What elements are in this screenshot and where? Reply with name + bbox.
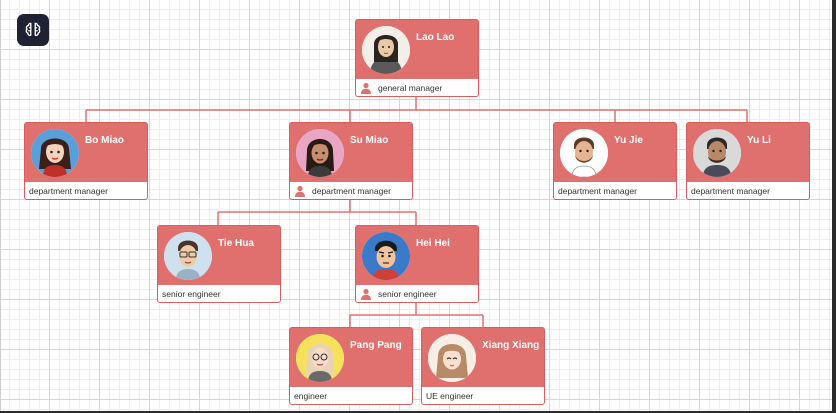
- org-node-lao-lao[interactable]: Lao Lao general manager: [355, 19, 479, 97]
- node-name: Bo Miao: [85, 135, 124, 146]
- avatar-yu-jie: [560, 129, 608, 177]
- node-role: general manager: [378, 82, 443, 93]
- org-node-su-miao[interactable]: Su Miao department manager: [289, 122, 413, 200]
- node-role: senior engineer: [162, 288, 221, 299]
- node-role: department manager: [29, 185, 108, 196]
- canvas-bottom-border: [0, 411, 836, 413]
- node-role: department manager: [558, 185, 637, 196]
- canvas-left-border: [0, 0, 1, 413]
- node-name: Hei Hei: [416, 238, 450, 249]
- avatar-bo-miao: [31, 129, 79, 177]
- connector-root: [85, 97, 748, 122]
- node-name: Yu Li: [747, 135, 771, 146]
- org-node-pang-pang[interactable]: Pang Pang engineer: [289, 327, 413, 405]
- org-node-yu-jie[interactable]: Yu Jie department manager: [553, 122, 677, 200]
- avatar-tie-hua: [164, 232, 212, 280]
- node-role: department manager: [312, 185, 391, 196]
- node-role-bar: senior engineer: [158, 285, 280, 302]
- avatar-lao-lao: [362, 26, 410, 74]
- org-node-tie-hua[interactable]: Tie Hua senior engineer: [157, 225, 281, 303]
- node-role-bar: UE engineer: [422, 387, 544, 404]
- avatar-xiang-xiang: [428, 334, 476, 382]
- avatar-yu-li: [693, 129, 741, 177]
- org-node-hei-hei[interactable]: Hei Hei senior engineer: [355, 225, 479, 303]
- canvas-right-border: [832, 0, 836, 413]
- node-role-bar: general manager: [356, 79, 478, 96]
- avatar-hei-hei: [362, 232, 410, 280]
- org-node-yu-li[interactable]: Yu Li department manager: [686, 122, 810, 200]
- node-role: UE engineer: [426, 390, 474, 401]
- node-role: senior engineer: [378, 288, 437, 299]
- node-role-bar: engineer: [290, 387, 412, 404]
- node-name: Tie Hua: [218, 238, 254, 249]
- avatar-su-miao: [296, 129, 344, 177]
- node-role-bar: department manager: [554, 182, 676, 199]
- brain-logo-button[interactable]: [17, 14, 49, 46]
- person-icon: [361, 82, 371, 94]
- org-node-xiang-xiang[interactable]: Xiang Xiang UE engineer: [421, 327, 545, 405]
- connector-su-miao: [217, 200, 417, 225]
- avatar-pang-pang: [296, 334, 344, 382]
- node-role-bar: department manager: [687, 182, 809, 199]
- node-role: engineer: [294, 390, 328, 401]
- node-role-bar: senior engineer: [356, 285, 478, 302]
- node-role-bar: department manager: [25, 182, 147, 199]
- node-name: Xiang Xiang: [482, 340, 540, 351]
- node-name: Pang Pang: [350, 340, 402, 351]
- node-name: Su Miao: [350, 135, 389, 146]
- node-name: Lao Lao: [416, 32, 455, 43]
- node-role-bar: department manager: [290, 182, 412, 199]
- org-node-bo-miao[interactable]: Bo Miao department manager: [24, 122, 148, 200]
- person-icon: [295, 185, 305, 197]
- node-role: department manager: [691, 185, 770, 196]
- brain-icon: [25, 22, 41, 37]
- person-icon: [361, 288, 371, 300]
- connector-hei-hei: [349, 303, 484, 327]
- node-name: Yu Jie: [614, 135, 643, 146]
